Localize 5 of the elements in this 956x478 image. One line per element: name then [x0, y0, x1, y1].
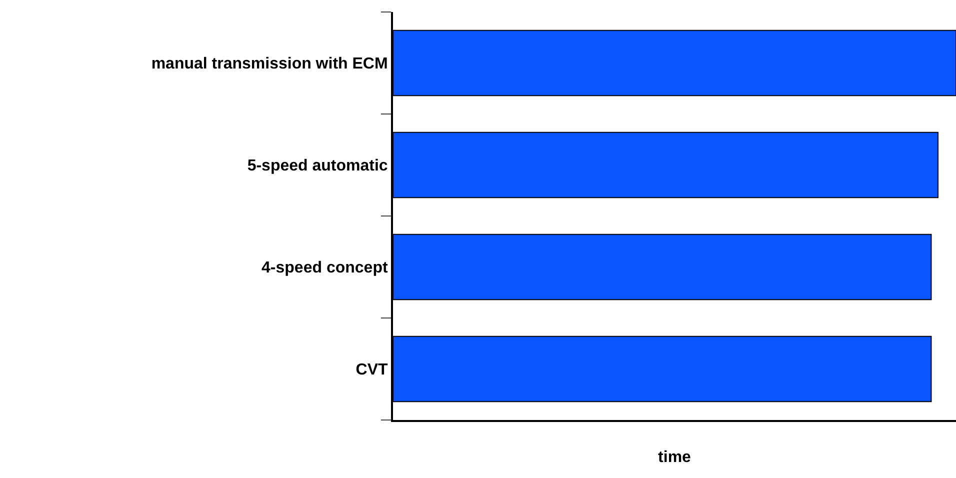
x-axis-title: time: [658, 449, 692, 466]
y-tick-label: CVT: [356, 362, 388, 379]
y-tick-label: manual transmission with ECM: [151, 56, 388, 73]
y-tick-label: 4-speed concept: [262, 260, 388, 277]
y-tick-label: 5-speed automatic: [247, 158, 388, 175]
